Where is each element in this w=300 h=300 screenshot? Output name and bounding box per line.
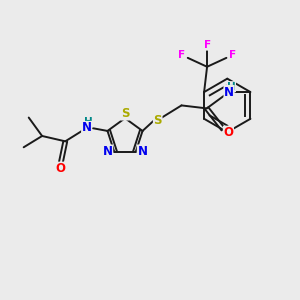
- Text: F: F: [178, 50, 185, 61]
- Text: N: N: [137, 145, 147, 158]
- Text: N: N: [82, 122, 92, 134]
- Text: S: S: [121, 107, 129, 120]
- Text: S: S: [154, 114, 162, 127]
- Text: F: F: [203, 40, 211, 50]
- Text: N: N: [103, 145, 112, 158]
- Text: H: H: [84, 117, 93, 127]
- Text: F: F: [230, 50, 236, 61]
- Text: O: O: [56, 162, 66, 175]
- Text: N: N: [224, 85, 234, 98]
- Text: O: O: [224, 126, 233, 139]
- Text: H: H: [227, 82, 236, 92]
